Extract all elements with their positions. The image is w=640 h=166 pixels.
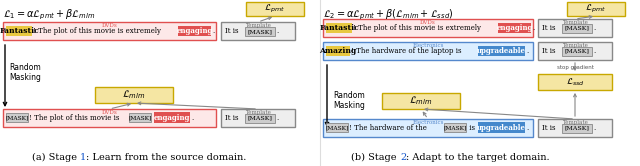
Bar xyxy=(3,109,216,127)
Text: It is: It is xyxy=(225,114,239,122)
Text: is: is xyxy=(467,124,475,132)
Text: ! The hardware of the laptop is: ! The hardware of the laptop is xyxy=(351,47,461,55)
Text: $\mathcal{L}_{ssd}$: $\mathcal{L}_{ssd}$ xyxy=(566,76,584,88)
Text: .: . xyxy=(593,47,595,55)
Text: .: . xyxy=(532,24,534,32)
Text: .: . xyxy=(593,124,595,132)
Text: 2: 2 xyxy=(400,153,406,162)
Text: DVDs: DVDs xyxy=(102,110,117,115)
Text: Template: Template xyxy=(562,120,588,125)
Text: Electronics: Electronics xyxy=(412,120,444,125)
Bar xyxy=(6,26,32,36)
Text: [MASK]: [MASK] xyxy=(248,115,273,120)
Text: .: . xyxy=(212,27,214,35)
Text: Electronics: Electronics xyxy=(412,43,444,48)
Bar xyxy=(444,123,466,132)
Text: .: . xyxy=(593,24,595,32)
Text: .: . xyxy=(276,114,278,122)
Text: Random: Random xyxy=(9,64,41,73)
Text: .: . xyxy=(276,27,278,35)
Bar xyxy=(326,23,352,33)
Text: .: . xyxy=(191,114,193,122)
Bar xyxy=(326,46,350,56)
Bar xyxy=(326,123,348,132)
Text: $\mathcal{L}_2 = \alpha\mathcal{L}_{pmt} + \beta(\mathcal{L}_{mlm} + \mathcal{L}: $\mathcal{L}_2 = \alpha\mathcal{L}_{pmt}… xyxy=(323,8,454,22)
Bar xyxy=(382,93,460,109)
Bar xyxy=(95,87,173,103)
Text: [MASK]: [MASK] xyxy=(248,29,273,34)
Text: .: . xyxy=(526,47,528,55)
Bar xyxy=(246,2,304,16)
Text: [MASK]: [MASK] xyxy=(444,125,467,130)
Text: : Learn from the source domain.: : Learn from the source domain. xyxy=(86,153,246,162)
Bar xyxy=(562,124,592,133)
Bar xyxy=(6,113,28,122)
Text: stop gradient: stop gradient xyxy=(557,65,593,70)
Text: Masking: Masking xyxy=(333,100,365,110)
Text: $\mathcal{L}_{pmt}$: $\mathcal{L}_{pmt}$ xyxy=(264,3,285,15)
Text: [MASK]: [MASK] xyxy=(5,115,29,120)
Bar xyxy=(323,19,533,37)
Bar xyxy=(3,22,216,40)
Text: upgradeable: upgradeable xyxy=(477,124,525,131)
Bar xyxy=(562,47,592,56)
Text: Template: Template xyxy=(562,43,588,48)
Text: ! The plot of this movie is extremely: ! The plot of this movie is extremely xyxy=(353,24,481,32)
Text: $\mathcal{L}_{mlm}$: $\mathcal{L}_{mlm}$ xyxy=(122,89,146,101)
Bar xyxy=(221,109,295,127)
Text: .: . xyxy=(526,124,528,132)
Bar xyxy=(245,27,275,36)
Bar xyxy=(478,122,525,133)
Text: It is: It is xyxy=(225,27,239,35)
Bar xyxy=(538,74,612,90)
Bar xyxy=(323,119,533,137)
Text: [MASK]: [MASK] xyxy=(564,48,589,53)
Text: Template: Template xyxy=(562,20,588,25)
Text: (a) Stage: (a) Stage xyxy=(32,152,80,162)
Text: ! The plot of this movie is extremely: ! The plot of this movie is extremely xyxy=(33,27,161,35)
Text: Template: Template xyxy=(245,23,271,28)
Text: It is: It is xyxy=(542,47,556,55)
Text: It is: It is xyxy=(542,24,556,32)
Text: upgradeable: upgradeable xyxy=(477,47,526,55)
Text: DVDs: DVDs xyxy=(420,20,436,25)
Text: Masking: Masking xyxy=(9,74,41,83)
Text: engaging: engaging xyxy=(176,27,212,35)
Bar xyxy=(562,24,592,33)
Text: DVDs: DVDs xyxy=(102,23,117,28)
Bar xyxy=(498,23,531,33)
Text: $\mathcal{L}_1 = \alpha\mathcal{L}_{pmt} + \beta\mathcal{L}_{mlm}$: $\mathcal{L}_1 = \alpha\mathcal{L}_{pmt}… xyxy=(3,8,95,22)
Bar xyxy=(567,2,625,16)
Text: engaging: engaging xyxy=(154,114,190,122)
Text: 1: 1 xyxy=(80,153,86,162)
Text: [MASK]: [MASK] xyxy=(564,25,589,30)
Bar xyxy=(245,114,275,123)
Bar xyxy=(478,46,525,56)
Bar xyxy=(538,42,612,60)
Bar xyxy=(129,113,151,122)
Text: [MASK]: [MASK] xyxy=(325,125,349,130)
Bar xyxy=(323,42,533,60)
Text: $\mathcal{L}_{pmt}$: $\mathcal{L}_{pmt}$ xyxy=(586,3,607,15)
Bar xyxy=(178,26,211,36)
Text: [MASK]: [MASK] xyxy=(564,125,589,130)
Bar xyxy=(221,22,295,40)
Text: Random: Random xyxy=(333,90,365,99)
Text: Template: Template xyxy=(245,110,271,115)
Text: $\mathcal{L}_{mlm}$: $\mathcal{L}_{mlm}$ xyxy=(409,95,433,107)
Text: Amazing: Amazing xyxy=(319,47,356,55)
Text: It is: It is xyxy=(542,124,556,132)
Text: : Adapt to the target domain.: : Adapt to the target domain. xyxy=(406,153,550,162)
Bar xyxy=(154,112,190,123)
Bar xyxy=(538,119,612,137)
Text: Fantastic: Fantastic xyxy=(0,27,39,35)
Text: (b) Stage: (b) Stage xyxy=(351,152,400,162)
Text: Fantastic: Fantastic xyxy=(319,24,359,32)
Text: engaging: engaging xyxy=(496,24,532,32)
Text: ! The plot of this movie is: ! The plot of this movie is xyxy=(29,114,120,122)
Text: ! The hardware of the: ! The hardware of the xyxy=(349,124,427,132)
Bar xyxy=(538,19,612,37)
Text: [MASK]: [MASK] xyxy=(128,115,152,120)
